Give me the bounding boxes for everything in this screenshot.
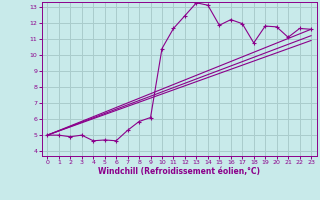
X-axis label: Windchill (Refroidissement éolien,°C): Windchill (Refroidissement éolien,°C) bbox=[98, 167, 260, 176]
